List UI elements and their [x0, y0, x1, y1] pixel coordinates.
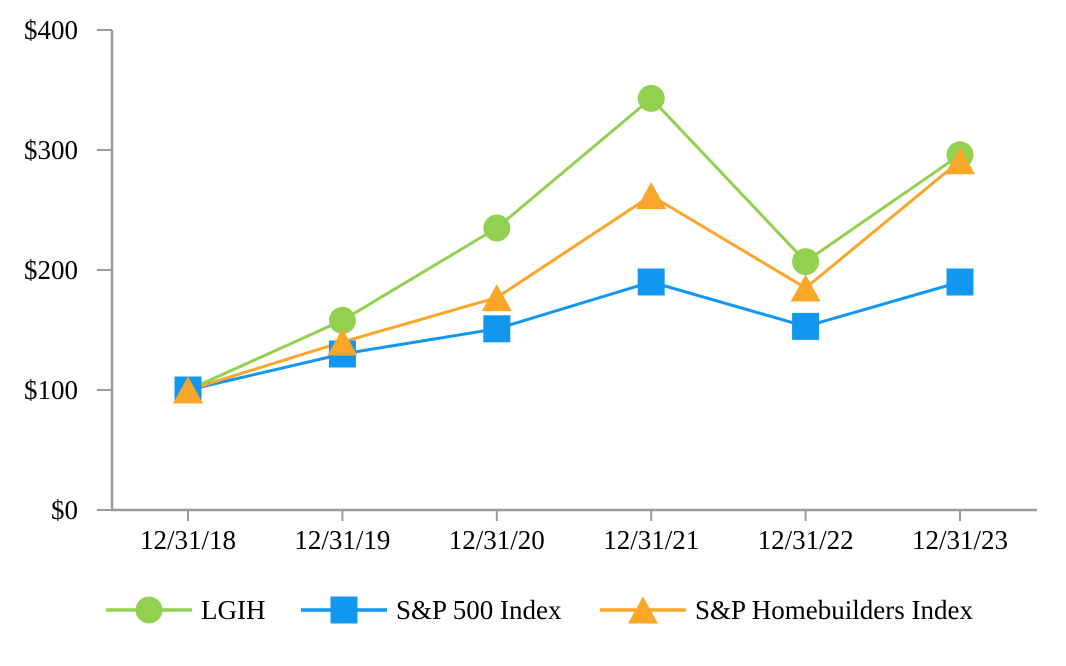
legend-marker: [135, 596, 163, 624]
legend-label-homebuilders: S&P Homebuilders Index: [695, 595, 973, 625]
data-point-1-4: [792, 312, 820, 340]
x-axis-label: 12/31/19: [294, 525, 390, 555]
homebuilders-triangle-marker-icon: [600, 596, 686, 624]
data-point-2-2: [481, 284, 512, 312]
data-point-0-3: [637, 84, 665, 112]
y-axis-label: $400: [24, 15, 78, 45]
legend-label-sp500: S&P 500 Index: [396, 595, 562, 625]
sp500-square-marker-icon: [301, 596, 387, 624]
data-point-0-2: [483, 214, 511, 242]
legend-marker: [330, 596, 358, 624]
legend: LGIH S&P 500 Index S&P Homebuilders Inde…: [0, 592, 1066, 636]
data-point-2-4: [790, 274, 821, 302]
data-point-2-3: [636, 182, 667, 210]
data-point-1-5: [946, 268, 974, 296]
y-axis-label: $0: [51, 495, 78, 525]
series-line-0: [187, 96, 961, 392]
legend-item-sp500: S&P 500 Index: [301, 592, 562, 628]
series-line-2: [187, 159, 961, 392]
data-point-0-4: [792, 248, 820, 276]
legend-item-lgih: LGIH: [106, 592, 265, 628]
data-point-2-0: [173, 376, 203, 404]
legend-marker: [628, 596, 658, 624]
x-axis-label: 12/31/18: [140, 525, 236, 555]
y-axis-label: $100: [24, 375, 78, 405]
x-axis-label: 12/31/21: [603, 525, 699, 555]
lgih-circle-marker-icon: [106, 596, 192, 624]
legend-item-homebuilders: S&P Homebuilders Index: [600, 592, 973, 628]
data-point-2-1: [327, 328, 358, 356]
data-point-1-3: [637, 268, 665, 296]
data-point-1-2: [483, 315, 511, 343]
data-point-0-1: [328, 306, 356, 334]
axes-lines: [110, 30, 1037, 512]
legend-label-lgih: LGIH: [201, 595, 266, 625]
y-axis-label: $200: [24, 255, 78, 285]
x-axis-label: 12/31/20: [449, 525, 545, 555]
x-axis-label: 12/31/22: [758, 525, 854, 555]
y-axis-label: $300: [24, 135, 78, 165]
x-axis-label: 12/31/23: [912, 525, 1008, 555]
series-line-1: [187, 280, 961, 392]
data-point-2-5: [945, 147, 975, 175]
